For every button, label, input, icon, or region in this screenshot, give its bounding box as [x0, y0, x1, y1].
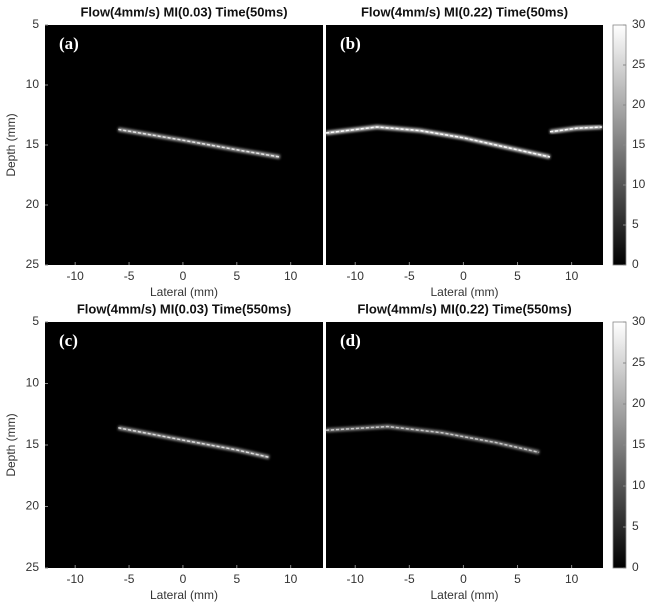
x-tick-label: -10 — [66, 269, 84, 283]
x-tick-label: 0 — [180, 269, 187, 283]
y-axis-label: Depth (mm) — [4, 113, 18, 176]
colorbar-tick-label: 10 — [632, 478, 646, 492]
colorbar-tick-label: 30 — [632, 314, 646, 328]
y-tick-label: 10 — [26, 77, 40, 91]
panel-label: (c) — [59, 331, 78, 350]
colorbar-tick-label: 5 — [632, 217, 639, 231]
x-tick-label: -10 — [347, 269, 365, 283]
x-tick-label: 10 — [565, 269, 579, 283]
panel-title: Flow(4mm/s) MI(0.03) Time(50ms) — [80, 4, 287, 19]
colorbar-tick-label: 0 — [632, 560, 639, 574]
x-tick-label: 5 — [233, 269, 240, 283]
panel-label: (b) — [340, 34, 361, 53]
echo-core — [118, 427, 270, 459]
x-tick-label: -10 — [347, 572, 365, 586]
panel-label: (d) — [340, 331, 361, 350]
colorbar-tick-label: 20 — [632, 97, 646, 111]
echo-core — [325, 425, 540, 454]
echo-core — [549, 126, 602, 133]
colorbar-tick-label: 25 — [632, 355, 646, 369]
colorbar-tick-label: 25 — [632, 57, 646, 71]
image-area — [326, 322, 603, 568]
y-tick-label: 15 — [26, 137, 40, 151]
x-tick-label: -5 — [124, 269, 135, 283]
x-tick-label: -5 — [124, 572, 135, 586]
colorbar-tick-label: 15 — [632, 137, 646, 151]
y-axis-label: Depth (mm) — [4, 413, 18, 476]
x-tick-label: -5 — [404, 269, 415, 283]
x-axis-label: Lateral (mm) — [430, 588, 498, 602]
colorbar-tick-label: 5 — [632, 519, 639, 533]
colorbar-tick-label: 10 — [632, 177, 646, 191]
panel-title: Flow(4mm/s) MI(0.22) Time(50ms) — [361, 4, 568, 19]
y-tick-label: 5 — [32, 314, 39, 328]
x-tick-label: 5 — [514, 572, 521, 586]
panel-title: Flow(4mm/s) MI(0.22) Time(550ms) — [357, 301, 571, 316]
x-tick-label: -5 — [404, 572, 415, 586]
x-tick-label: 0 — [180, 572, 187, 586]
y-tick-label: 5 — [32, 17, 39, 31]
x-tick-label: 5 — [514, 269, 521, 283]
panel-label: (a) — [59, 34, 79, 53]
y-tick-label: 20 — [26, 197, 40, 211]
y-tick-label: 25 — [26, 257, 40, 271]
image-area — [45, 322, 323, 568]
colorbar-tick-label: 20 — [632, 396, 646, 410]
x-axis-label: Lateral (mm) — [150, 285, 218, 299]
x-tick-label: 0 — [460, 269, 467, 283]
echo-core — [325, 126, 551, 158]
image-area — [326, 25, 603, 265]
colorbar-tick-label: 30 — [632, 17, 646, 31]
panel-title: Flow(4mm/s) MI(0.03) Time(550ms) — [77, 301, 291, 316]
x-axis-label: Lateral (mm) — [150, 588, 218, 602]
x-tick-label: 0 — [460, 572, 467, 586]
x-tick-label: 10 — [284, 269, 298, 283]
x-tick-label: 10 — [284, 572, 298, 586]
x-axis-label: Lateral (mm) — [430, 285, 498, 299]
x-tick-label: 10 — [565, 572, 579, 586]
y-tick-label: 20 — [26, 499, 40, 513]
echo-core — [118, 128, 281, 158]
image-area — [45, 25, 323, 265]
x-tick-label: 5 — [233, 572, 240, 586]
y-tick-label: 10 — [26, 376, 40, 390]
x-tick-label: -10 — [66, 572, 84, 586]
y-tick-label: 15 — [26, 437, 40, 451]
colorbar-tick-label: 15 — [632, 437, 646, 451]
y-tick-label: 25 — [26, 560, 40, 574]
colorbar-tick-label: 0 — [632, 257, 639, 271]
